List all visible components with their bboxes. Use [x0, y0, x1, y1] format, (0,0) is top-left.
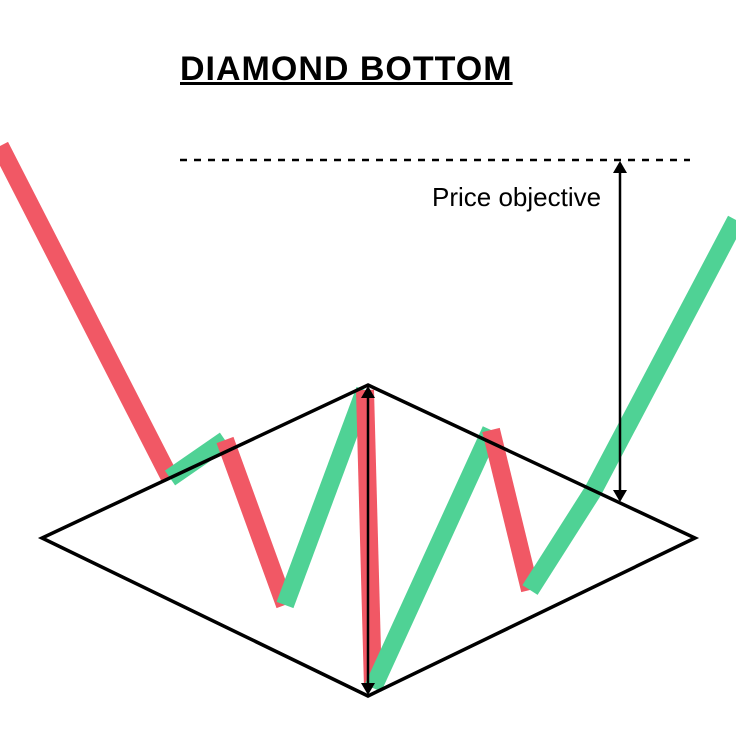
chart-title: DIAMOND BOTTOM	[180, 50, 513, 89]
diagram-canvas	[0, 0, 736, 736]
price-objective-label: Price objective	[432, 182, 601, 213]
